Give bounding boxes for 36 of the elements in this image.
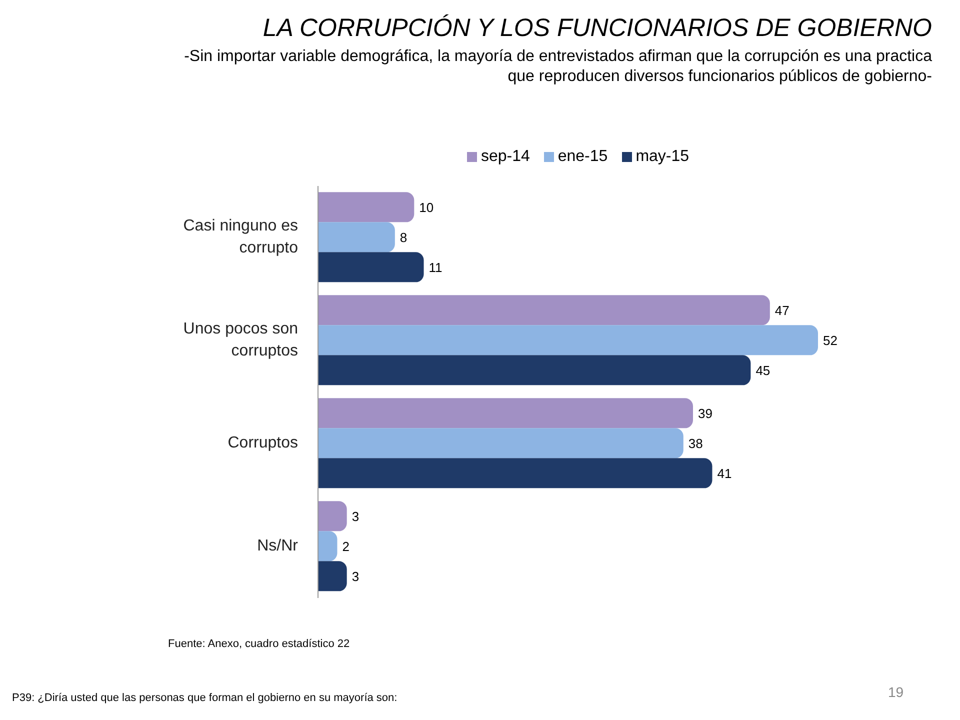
bar	[318, 501, 347, 532]
data-label: 3	[352, 568, 360, 584]
data-label: 39	[698, 406, 712, 421]
data-label: 10	[419, 200, 434, 215]
bar	[318, 252, 424, 282]
bar	[318, 192, 414, 222]
bar	[318, 295, 770, 326]
legend-label: ene-15	[556, 148, 608, 166]
data-label: 11	[428, 260, 442, 275]
bar	[318, 531, 338, 562]
text: P39: ¿Diría usted que las personas que forman el gobierno en su mayoría son:	[12, 692, 398, 704]
data-label: 2	[342, 538, 350, 554]
y-tick-label: Corruptos	[228, 434, 298, 452]
data-label: 47	[774, 302, 790, 318]
legend-label: may-15	[634, 148, 690, 166]
bar	[318, 222, 395, 252]
bar	[318, 428, 684, 458]
data-label: 45	[756, 362, 770, 378]
bar	[318, 561, 347, 592]
data-label: 8	[400, 230, 408, 245]
bar	[318, 458, 712, 488]
data-label: 41	[717, 466, 732, 481]
legend-label: sep-14	[480, 148, 530, 166]
chart-subtitle: -Sin importar variable demográfica, la mayoría de entrevistados afirman que la corrupción es una practica que reproducen diversos funcionarios públicos de gobierno-	[183, 47, 932, 87]
bar	[318, 398, 693, 428]
source-note: Fuente: Anexo, cuadro estadístico 22	[168, 638, 350, 650]
y-tick-label: Casi ninguno es corrupto	[183, 218, 298, 257]
bar	[318, 325, 818, 356]
data-label: 38	[688, 436, 703, 451]
text: 19	[888, 684, 904, 700]
bar	[318, 355, 751, 386]
chart-title: LA CORRUPCIÓN Y LOS FUNCIONARIOS DE GOBIERNO	[262, 14, 932, 43]
data-label: 52	[823, 332, 838, 348]
data-label: 3	[352, 508, 360, 524]
y-tick-label: Unos pocos son corruptos	[183, 320, 298, 360]
y-tick-label: Ns/Nr	[257, 538, 299, 555]
